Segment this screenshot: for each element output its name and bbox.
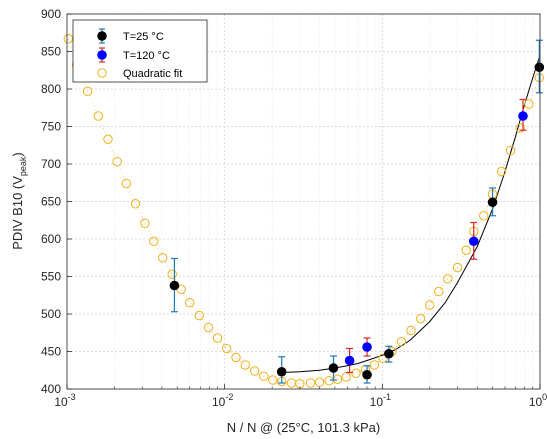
quadratic-fit-point [396,337,407,347]
quadratic-fit-point [221,343,232,354]
quadratic-fit-point [212,333,223,343]
x-axis-label: N / N @ (25°C, 101.3 kPa) [227,420,381,435]
data-point-t25 [534,62,545,73]
quadratic-fit-point [351,368,361,378]
legend-marker-t120 [97,50,107,60]
data-point-t25 [328,363,339,373]
data-point-t25 [362,369,372,380]
quadratic-fit-point [140,218,150,228]
quadratic-fit-point [240,360,250,370]
quadratic-fit-point [231,352,241,363]
y-tick-labels: 400 450 500 550 600 650 700 750 800 850 900 [41,7,61,396]
quadratic-fit-point [149,236,159,246]
quadratic-fit-point [524,99,534,109]
legend-entry-t25: T=25 °C [97,28,164,44]
data-point-t120 [344,355,355,366]
legend-label-quadratic-fit: Quadratic fit [123,68,182,80]
y-tick-label: 600 [41,232,61,246]
y-tick-label: 750 [41,120,61,134]
y-axis-label: PDIV B10 (Vpeak) [10,152,28,250]
marks [63,34,545,389]
y-tick-label: 650 [41,195,61,209]
x-tick-label-base: 10 [370,395,384,409]
quadratic-fit-point [415,313,426,324]
quadratic-fit-point [103,134,113,144]
x-tick-label: 10-2 [212,392,233,409]
quadratic-fit-point [434,286,444,297]
quadratic-fit-point [112,157,122,167]
legend-marker-quadratic-fit [97,68,107,78]
quadratic-fit-point [82,86,93,96]
y-tick-label: 500 [41,307,61,321]
ticks [66,13,541,390]
data-point-t25 [384,348,394,359]
data-point-t25 [487,197,498,208]
quadratic-fit-point [515,123,526,133]
quadratic-fit-point [63,34,74,44]
quadratic-fit-point [369,360,380,370]
x-tick-label-exponent: -2 [225,392,233,402]
x-tick-label-base: 10 [529,395,543,409]
legend: T=25 °C T=120 °C Quadratic fit [72,19,208,83]
x-tick-label-exponent: -1 [383,392,391,402]
data-point-t120 [362,342,372,352]
quadratic-fit-point [268,375,278,385]
quadratic-fit-point [479,211,489,221]
y-axis-label-close: ) [10,152,25,156]
quadratic-fit-point [121,178,132,189]
data-point-t120 [468,236,479,247]
quadratic-fit-point [496,166,507,177]
data-point-t120 [518,111,528,121]
quadratic-fit-point [452,262,463,273]
x-tick-label: 10-3 [54,392,75,409]
y-tick-label: 800 [41,82,61,96]
x-tick-label: 10-1 [370,392,391,409]
y-tick-label: 700 [41,157,61,171]
quadratic-fit-point [305,378,316,388]
data-point-t25 [276,366,287,377]
quadratic-fit-point [167,269,177,279]
quadratic-fit-point [93,111,104,121]
data-point-t25 [169,280,180,291]
y-tick-label: 400 [41,382,61,396]
y-axis-label-subscript: peak [18,156,28,176]
y-tick-label: 900 [41,7,61,21]
legend-label-t120: T=120 °C [123,50,170,62]
quadratic-fit-point [184,298,195,308]
legend-entry-t120: T=120 °C [97,47,170,63]
x-tick-label-exponent: -3 [68,392,76,402]
x-tick-labels: 10-3 10-2 10-1 100 [54,392,547,409]
legend-marker-t25 [97,31,107,41]
quadratic-fit-point [406,325,416,336]
y-tick-label: 850 [41,45,61,59]
quadratic-fit-point [194,310,204,321]
y-tick-label: 550 [41,270,61,284]
quadratic-fit-point [461,245,471,255]
x-tick-label-exponent: 0 [542,392,547,402]
legend-entry-quadratic-fit: Quadratic fit [97,68,182,80]
x-tick-label-base: 10 [212,395,226,409]
quadratic-fit-point [425,300,435,310]
quadratic-fit-point [158,253,168,263]
x-tick-label-base: 10 [54,395,68,409]
x-tick-label: 100 [529,392,547,409]
legend-box [72,19,208,83]
quadratic-fit-point [443,274,453,284]
quadratic-fit-point [314,377,325,387]
legend-label-t25: T=25 °C [123,31,164,43]
quadratic-fit-point [249,366,260,376]
quadratic-fit-point [130,199,141,209]
y-tick-label: 450 [41,345,61,359]
quadratic-fit-point [505,145,516,156]
quadratic-fit-point [259,371,269,381]
y-axis-label-main: PDIV B10 (V [10,176,25,250]
quadratic-fit-point [203,322,214,333]
